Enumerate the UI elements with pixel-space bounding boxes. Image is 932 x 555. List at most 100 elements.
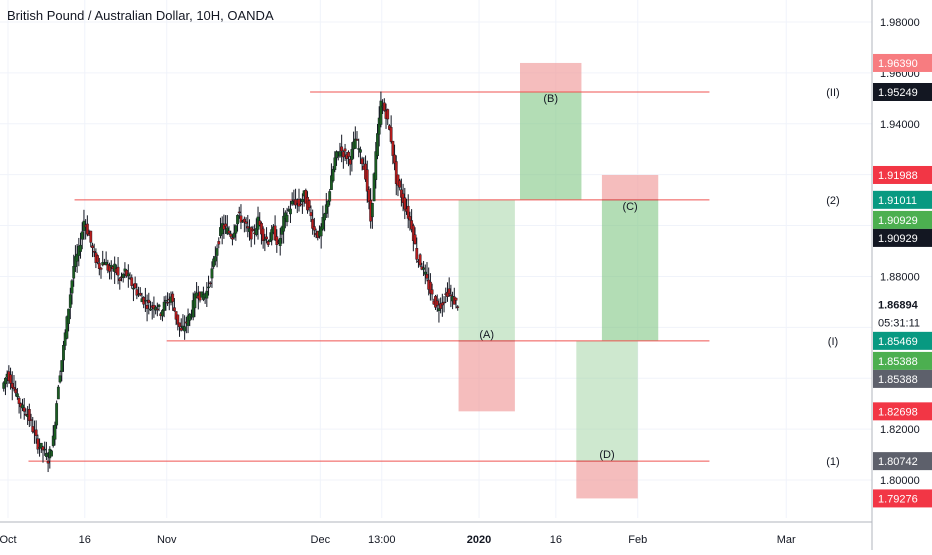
price-badge [873,82,932,101]
price-badge-label: 1.82698 [878,406,918,418]
candle-body [22,407,26,412]
price-badge-label: 05:31:11 [878,318,920,330]
candle-body [446,291,449,297]
candle-body [442,301,446,304]
candle-body [290,200,294,205]
candle-body [149,308,152,311]
candle-body [14,389,18,394]
time-tick-label: Nov [157,534,177,546]
candle-body [370,202,374,218]
candle-body [454,297,458,301]
candle-body [92,251,96,253]
candle-body [340,146,344,152]
candle-body [75,253,79,262]
candle-body [321,217,325,230]
candle-body [215,248,219,256]
candle-body [212,258,216,267]
candle-body [27,409,31,421]
candle-body [9,374,12,384]
price-badge-label: 1.91988 [878,170,918,182]
price-badge-label: 1.96390 [878,58,918,70]
candle-body [251,228,255,232]
candle-body [132,287,135,290]
candle-body [338,151,342,157]
candle-body [67,308,70,324]
price-badge-label: 1.91011 [878,195,917,207]
candle-body [357,148,361,150]
level-label: (II) [826,87,839,99]
candle-body [17,397,21,404]
candle-body [376,133,379,157]
candle-body [208,282,212,285]
price-badge-label: 1.85388 [878,356,918,368]
candle-body [143,299,147,302]
position-profit-zone [601,199,659,341]
candle-body [154,306,158,311]
position-loss-zone [458,340,515,412]
candle-body [12,386,16,390]
candle-body [58,375,62,383]
candle-body [135,289,139,296]
time-tick-label: 16 [550,534,562,546]
candle-body [423,271,427,275]
price-badge [873,402,932,421]
candle-body [21,404,24,409]
candle-body [155,308,159,311]
candle-body [324,204,328,214]
candle-body [85,223,89,235]
candle-body [191,300,195,318]
candle-body [254,228,258,235]
level-label: (I) [828,336,838,348]
price-badge [873,53,932,72]
candle-body [29,419,33,421]
candle-body [333,157,337,171]
candle-body [301,199,304,203]
candle-body [341,151,345,158]
candle-body [116,266,120,276]
candle-body [355,139,359,141]
candle-body [319,226,323,237]
price-badge [873,452,932,471]
candle-body [410,220,414,230]
candle-body [265,236,268,240]
candle-body [396,174,400,186]
position-profit-zone [520,91,582,200]
candle-body [452,296,456,305]
candle-body [50,450,53,457]
candle-body [309,212,313,217]
candle-body [285,215,289,223]
candle-body [113,263,117,272]
candle-body [207,286,210,289]
candle-body [147,299,151,303]
candle-body [413,234,417,244]
candle-body [4,377,7,385]
price-badge [873,210,932,229]
candle-body [55,403,59,426]
candle-body [80,231,84,240]
candle-body [289,208,292,215]
candle-body [217,241,221,245]
candle-body [335,151,338,159]
candle-body [425,274,429,279]
candle-body [326,201,330,207]
candle-body [297,198,301,207]
candle-body [109,264,113,268]
candle-body [260,222,263,235]
candle-body [179,327,183,331]
price-tick-label: 1.80000 [880,475,920,487]
candle-body [447,288,451,294]
candle-body [210,268,214,279]
candle-body [172,307,176,312]
candle-body [79,244,82,252]
candle-body [97,262,101,270]
candle-body [34,429,38,436]
candle-body [242,218,246,223]
candle-body [350,149,354,160]
candle-body [398,180,402,188]
candle-body [36,438,40,450]
candle-body [403,197,407,210]
candle-body [157,304,161,307]
price-badge-label: 1.95249 [878,87,918,99]
